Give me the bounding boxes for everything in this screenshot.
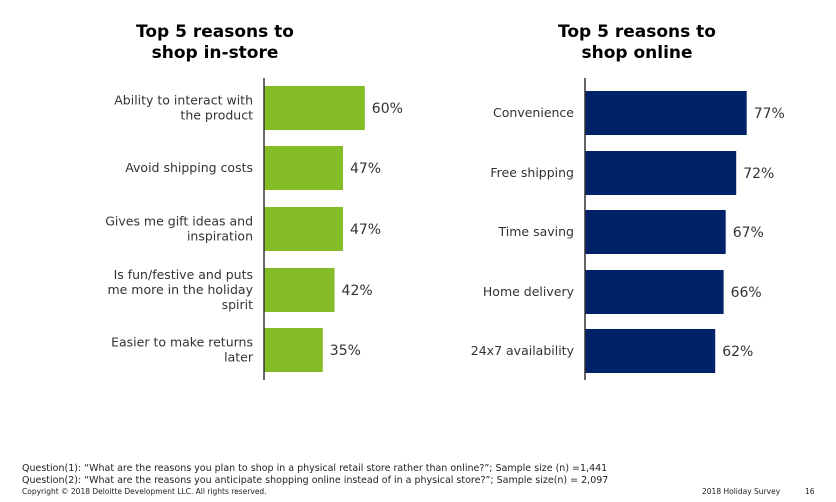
footnote-q2: Question(2): “What are the reasons you a… bbox=[22, 475, 609, 486]
bar bbox=[585, 151, 737, 195]
category-label: Is fun/festive and puts me more in the ho… bbox=[107, 267, 253, 312]
data-label: 62% bbox=[722, 344, 753, 360]
category-label: Easier to make returns later bbox=[111, 335, 254, 365]
data-label: 67% bbox=[733, 225, 764, 241]
category-label: Convenience bbox=[493, 105, 574, 120]
bar bbox=[585, 329, 716, 373]
bar bbox=[264, 268, 335, 312]
bar bbox=[264, 207, 343, 251]
footnote-q1: Question(1): “What are the reasons you p… bbox=[22, 463, 608, 474]
copyright: Copyright © 2018 Deloitte Development LL… bbox=[22, 487, 267, 496]
data-label: 35% bbox=[330, 343, 361, 359]
category-label: Avoid shipping costs bbox=[125, 160, 253, 175]
data-label: 72% bbox=[743, 166, 774, 182]
category-label: Time saving bbox=[498, 224, 574, 239]
category-label: Free shipping bbox=[490, 165, 574, 180]
bar bbox=[264, 146, 343, 190]
category-label: Gives me gift ideas and inspiration bbox=[105, 214, 253, 244]
bar bbox=[585, 91, 747, 135]
bar bbox=[264, 86, 365, 130]
bar bbox=[585, 210, 726, 254]
title-line: Top 5 reasons to bbox=[558, 22, 716, 42]
title-line: shop online bbox=[581, 43, 693, 63]
bar-charts: 60% Ability to interact with the product 47… bbox=[105, 78, 785, 380]
category-label: Ability to interact with the product bbox=[114, 93, 253, 123]
data-label: 60% bbox=[372, 101, 403, 117]
data-label: 77% bbox=[754, 106, 785, 122]
survey-name: 2018 Holiday Survey bbox=[702, 487, 781, 496]
title-line: Top 5 reasons to bbox=[136, 22, 294, 42]
data-label: 47% bbox=[350, 222, 381, 238]
data-label: 42% bbox=[342, 283, 373, 299]
chart-title-in-store: Top 5 reasons to shop in-store bbox=[65, 22, 365, 64]
data-label: 47% bbox=[350, 161, 381, 177]
page-number: 16 bbox=[805, 487, 815, 496]
category-label: 24x7 availability bbox=[471, 343, 575, 358]
chart-title-online: Top 5 reasons to shop online bbox=[487, 22, 787, 64]
bar bbox=[264, 328, 323, 372]
category-label: Home delivery bbox=[483, 284, 575, 299]
bar bbox=[585, 270, 724, 314]
title-line: shop in-store bbox=[151, 43, 279, 63]
data-label: 66% bbox=[731, 285, 762, 301]
